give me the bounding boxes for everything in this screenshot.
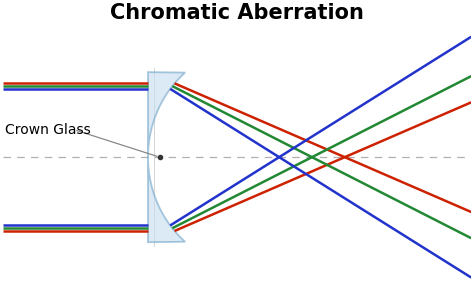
Text: Crown Glass: Crown Glass <box>5 123 91 137</box>
Title: Chromatic Aberration: Chromatic Aberration <box>110 3 364 23</box>
Polygon shape <box>148 72 185 242</box>
